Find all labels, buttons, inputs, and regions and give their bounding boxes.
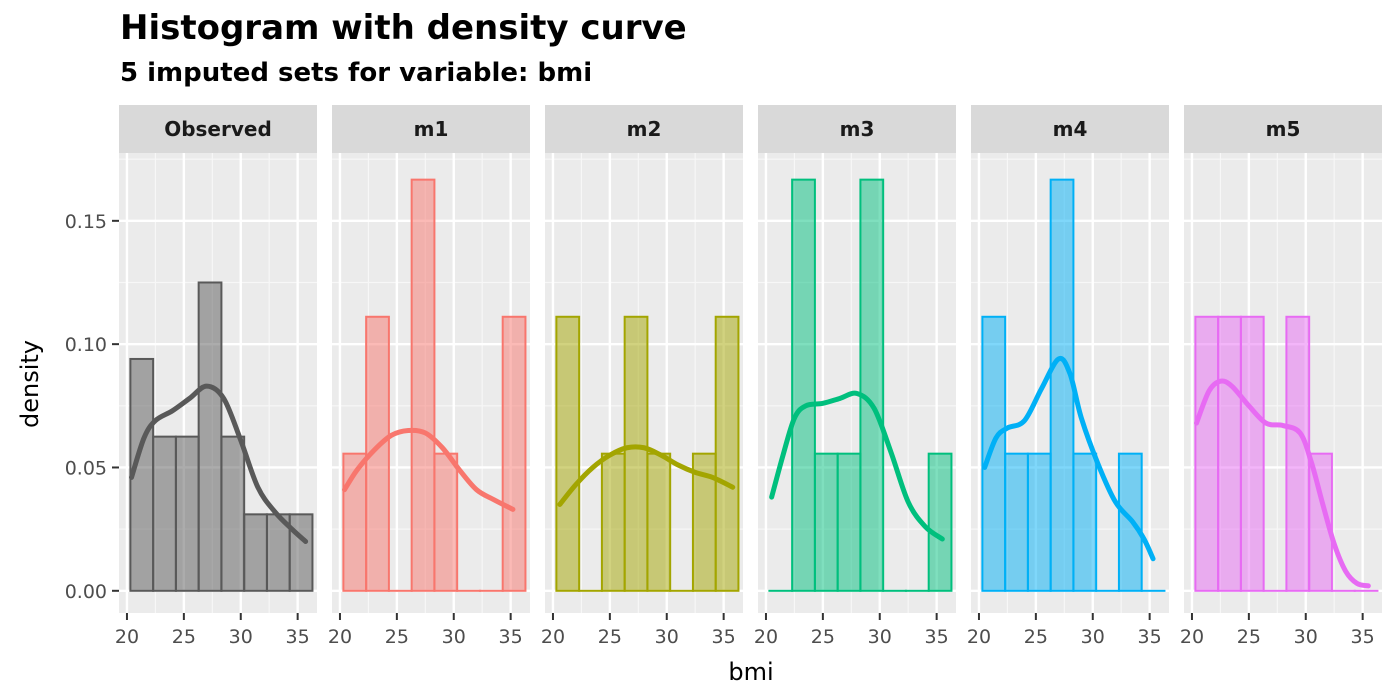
x-tick-label: 25 xyxy=(598,626,622,648)
x-tick-label: 25 xyxy=(811,626,835,648)
histogram-bar xyxy=(501,315,527,592)
density-curve xyxy=(769,390,945,542)
chart-subtitle: 5 imputed sets for variable: bmi xyxy=(120,58,593,88)
panels-layer: Observed 20 25 30 35 m1 20 25 30 35 m2 20 25 30 35 m3 20… xyxy=(115,105,1382,648)
histogram-bar xyxy=(555,315,581,592)
panel-m5: m5 20 25 30 35 xyxy=(1180,105,1382,648)
histogram-bar xyxy=(600,452,626,592)
histogram-bar xyxy=(714,315,740,592)
x-tick-label: 25 xyxy=(172,626,196,648)
histogram-bar xyxy=(1026,452,1052,592)
chart-title: Histogram with density curve xyxy=(120,8,687,48)
histogram-bar xyxy=(433,452,459,592)
x-tick-label: 30 xyxy=(442,626,466,648)
x-tick-label: 25 xyxy=(1024,626,1048,648)
histogram-bar xyxy=(1004,452,1029,592)
x-tick-label: 25 xyxy=(1237,626,1261,648)
x-tick-label: 35 xyxy=(712,626,736,648)
strip-observed xyxy=(119,105,317,153)
x-tick-label: 20 xyxy=(967,626,991,648)
histogram-bar xyxy=(813,452,839,592)
strip-m2 xyxy=(545,105,743,153)
panel-observed: Observed 20 25 30 35 xyxy=(115,105,317,648)
x-tick-label: 35 xyxy=(1138,626,1162,648)
histogram-bar xyxy=(174,435,200,592)
histogram-bar xyxy=(646,452,672,592)
histogram-bar xyxy=(220,435,246,592)
y-tick-label: 0.05 xyxy=(65,457,107,479)
histogram-bar xyxy=(859,178,885,592)
x-tick-label: 20 xyxy=(115,626,139,648)
x-tick-label: 20 xyxy=(328,626,352,648)
strip-label: m2 xyxy=(627,117,662,141)
x-tick-label: 35 xyxy=(499,626,523,648)
strip-m3 xyxy=(758,105,956,153)
histogram-bar xyxy=(1049,178,1075,592)
histogram-bar xyxy=(1308,452,1333,592)
strip-m5 xyxy=(1184,105,1382,153)
strip-m1 xyxy=(332,105,530,153)
histogram-bar xyxy=(365,315,390,592)
strip-label: m3 xyxy=(840,117,875,141)
x-tick-label: 30 xyxy=(1081,626,1105,648)
density-curve xyxy=(1194,378,1371,589)
x-tick-label: 20 xyxy=(1180,626,1204,648)
x-tick-label: 25 xyxy=(385,626,409,648)
y-tick-label: 0.15 xyxy=(65,211,107,233)
y-tick-label: 0.00 xyxy=(65,581,107,603)
x-tick-label: 35 xyxy=(1351,626,1375,648)
histogram-bar xyxy=(981,315,1007,592)
histogram-bar xyxy=(623,315,649,592)
histogram-bar xyxy=(1194,315,1220,592)
density-curve xyxy=(342,427,516,512)
y-axis: 0.00 0.05 0.10 0.15 xyxy=(65,211,119,603)
x-tick-label: 30 xyxy=(868,626,892,648)
density-curve xyxy=(557,444,736,507)
histogram-bar xyxy=(410,178,436,592)
histogram-bar xyxy=(927,452,953,592)
x-tick-label: 30 xyxy=(1294,626,1318,648)
histogram-bar xyxy=(1217,315,1242,592)
strip-label: Observed xyxy=(164,117,272,141)
histogram-bar xyxy=(288,513,314,592)
histogram-bar xyxy=(243,513,268,592)
y-axis-title: density xyxy=(16,340,44,428)
histogram-bar xyxy=(1285,315,1311,592)
panel-m4: m4 20 25 30 35 xyxy=(967,105,1169,648)
histogram-bar xyxy=(791,178,816,592)
density-curve xyxy=(129,383,309,544)
strip-label: m5 xyxy=(1266,117,1301,141)
x-tick-label: 20 xyxy=(754,626,778,648)
histogram-bar xyxy=(197,281,223,592)
panel-m2: m2 20 25 30 35 xyxy=(541,105,743,648)
histogram-bar xyxy=(836,452,862,592)
panel-m3: m3 20 25 30 35 xyxy=(754,105,956,648)
histogram-bar xyxy=(152,435,177,592)
panel-m1: m1 20 25 30 35 xyxy=(328,105,530,648)
x-tick-label: 30 xyxy=(229,626,253,648)
histogram-bar xyxy=(1072,452,1098,592)
histogram-bar xyxy=(1239,315,1265,592)
x-tick-label: 20 xyxy=(541,626,565,648)
y-tick-label: 0.10 xyxy=(65,334,107,356)
density-curve xyxy=(982,356,1156,562)
x-tick-label: 30 xyxy=(655,626,679,648)
strip-label: m1 xyxy=(414,117,449,141)
strip-label: m4 xyxy=(1053,117,1088,141)
strip-m4 xyxy=(971,105,1169,153)
x-axis-title: bmi xyxy=(728,658,773,686)
x-tick-label: 35 xyxy=(925,626,949,648)
x-tick-label: 35 xyxy=(286,626,310,648)
